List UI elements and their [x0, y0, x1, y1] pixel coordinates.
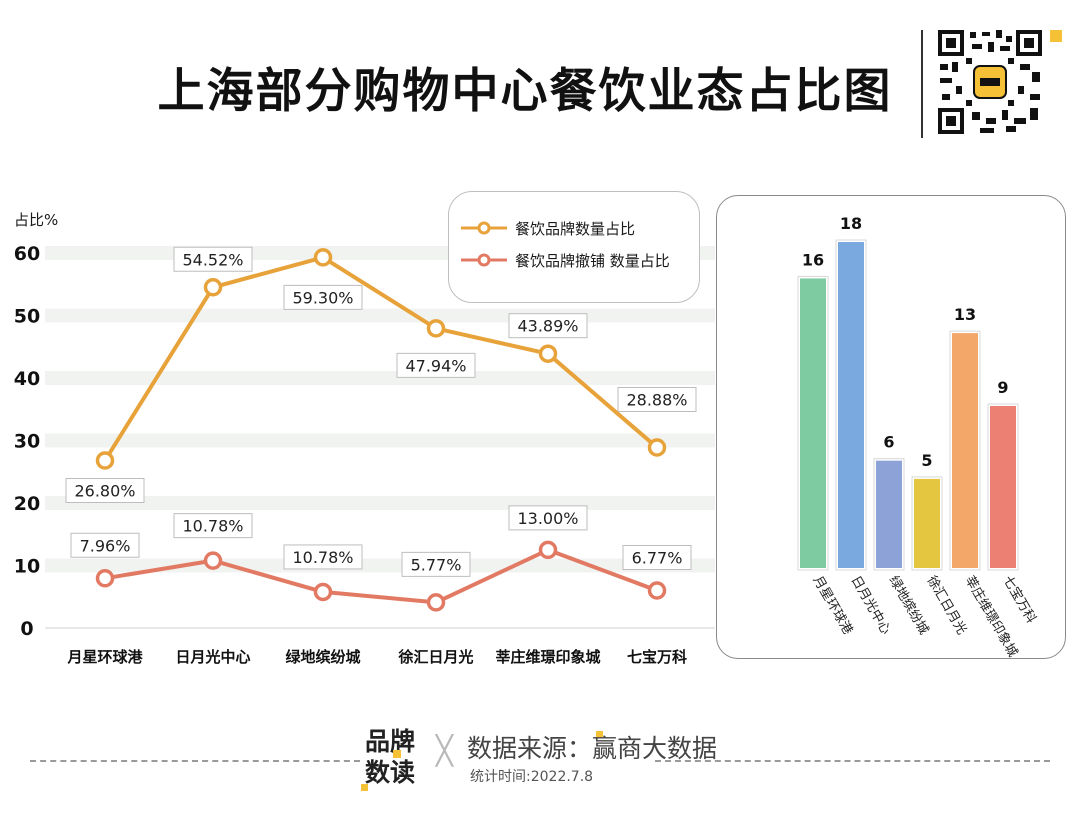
bar-outline	[949, 330, 981, 571]
bar-value-label: 16	[802, 250, 824, 269]
legend-marker-icon	[461, 253, 507, 267]
x-tick-label: 日月光中心	[175, 648, 250, 666]
data-label-box	[508, 505, 588, 531]
bar-chart-panel: 16 月星环球港 18 日月光中心 6 绿地缤纷城 5 徐汇日月光 13 莘庄维璟印象城 9 七宝万科	[716, 195, 1066, 660]
data-label-box	[173, 246, 253, 272]
y-tick-label: 10	[14, 556, 40, 578]
bar-outline	[987, 403, 1019, 571]
bar	[950, 331, 980, 570]
data-point	[538, 540, 558, 560]
y-tick-label: 50	[14, 306, 40, 328]
data-point	[426, 593, 446, 612]
y-tick-label: 20	[14, 493, 40, 515]
series-line	[103, 255, 659, 462]
statistics-time: 统计时间:2022.7.8	[470, 769, 594, 785]
y-tick-label: 60	[14, 243, 40, 265]
series-line	[104, 547, 658, 605]
data-label: 43.89%	[517, 317, 578, 336]
data-point	[95, 569, 115, 588]
data-point	[95, 451, 115, 470]
data-point	[313, 248, 333, 267]
legend-item-brand-share: 餐饮品牌数量占比	[461, 217, 635, 239]
data-label: 28.88%	[626, 391, 687, 410]
data-label: 7.96%	[80, 536, 131, 555]
bar-value-label: 5	[921, 451, 932, 470]
x-tick-label: 徐汇日月光	[397, 648, 473, 666]
data-label-box	[70, 532, 140, 558]
data-point	[538, 344, 558, 363]
y-tick-label: 0	[20, 618, 33, 640]
separator-icon: ╳	[436, 734, 453, 767]
logo-line-2: 数读	[365, 758, 416, 787]
data-label-box	[396, 352, 476, 378]
legend-label-brand-share: 餐饮品牌数量占比	[515, 219, 636, 238]
bar-outline	[797, 275, 829, 571]
data-source: 数据来源：赢商大数据	[467, 734, 718, 763]
x-tick-label: 月星环球港	[66, 648, 143, 666]
data-label-box	[617, 387, 697, 412]
bar-value-label: 9	[997, 378, 1008, 397]
grid-band	[45, 371, 715, 385]
bar	[912, 476, 942, 570]
data-point	[647, 438, 667, 457]
bar-value-label: 13	[954, 305, 976, 324]
brand-logo: 品牌 数读	[365, 726, 415, 788]
x-tick-label: 绿地缤纷城	[285, 648, 360, 666]
footer-divider-left	[30, 760, 360, 762]
data-label: 54.52%	[182, 250, 243, 269]
bar-outline	[911, 476, 943, 571]
logo-line-1: 品牌	[365, 727, 416, 756]
data-label-box	[622, 545, 692, 570]
legend-item-closure-share: 餐饮品牌撤铺 数量占比	[461, 249, 670, 271]
data-label: 13.00%	[517, 509, 578, 528]
data-label: 10.78%	[182, 517, 243, 536]
data-label: 26.80%	[74, 482, 135, 501]
data-label: 5.77%	[411, 555, 462, 574]
bar	[798, 276, 828, 570]
legend-marker-icon	[461, 221, 507, 235]
qr-code-icon	[936, 28, 1062, 136]
bar-value-label: 6	[883, 433, 894, 452]
data-point	[203, 278, 223, 297]
y-tick-label: 40	[14, 368, 40, 390]
grid-band	[45, 433, 715, 448]
chart-legend: 餐饮品牌数量占比 餐饮品牌撤铺 数量占比	[448, 191, 700, 303]
data-label-box	[283, 284, 363, 310]
data-label: 47.94%	[405, 356, 466, 375]
data-label-box	[283, 544, 363, 570]
bar-outline	[835, 239, 867, 571]
x-tick-label: 七宝万科	[627, 648, 687, 666]
x-tick-label: 莘庄维璟印象城	[495, 648, 600, 666]
data-label: 59.30%	[292, 288, 353, 307]
data-label: 6.77%	[632, 549, 683, 568]
data-label-box	[401, 551, 471, 577]
data-label-box	[508, 313, 588, 339]
data-point	[313, 582, 333, 602]
title-divider	[921, 30, 923, 138]
data-point	[426, 319, 446, 338]
bar-value-label: 18	[840, 214, 862, 233]
y-tick-label: 30	[14, 431, 40, 453]
data-label-box	[173, 513, 253, 539]
bar	[836, 240, 866, 570]
page-title: 上海部分购物中心餐饮业态占比图	[157, 64, 893, 119]
legend-label-closure-share: 餐饮品牌撤铺 数量占比	[515, 251, 670, 270]
footer-divider-right	[655, 760, 1050, 762]
data-label: 10.78%	[292, 548, 353, 567]
bar	[988, 404, 1018, 570]
data-label-box	[65, 478, 145, 503]
data-point	[647, 581, 667, 600]
data-point	[203, 551, 223, 570]
y-axis-label: 占比%	[14, 211, 59, 229]
bar	[874, 458, 904, 570]
bar-outline	[873, 458, 905, 571]
